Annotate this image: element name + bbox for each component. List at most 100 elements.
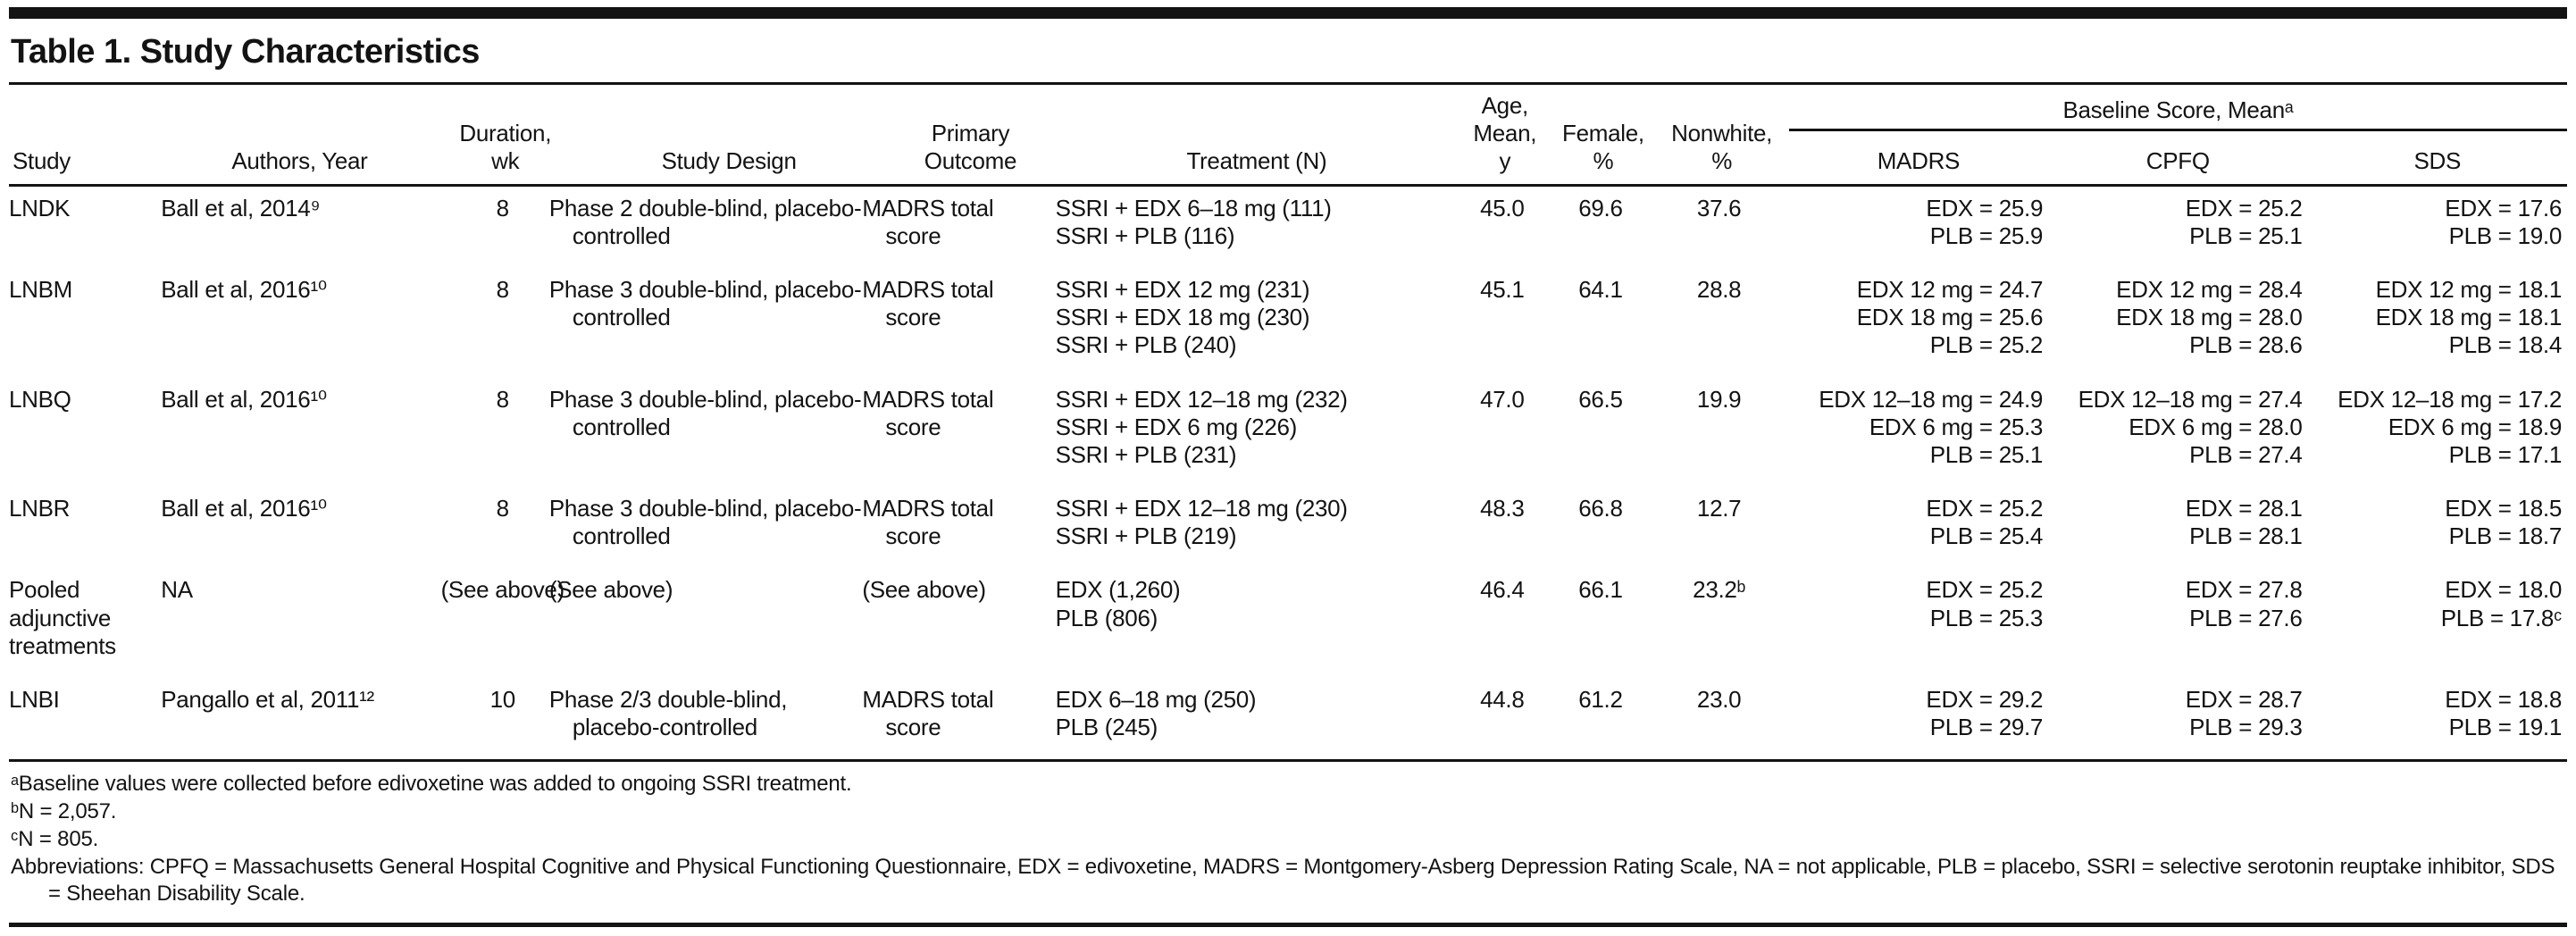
cell-outcome: (See above) bbox=[862, 576, 986, 604]
bottom-rule bbox=[9, 922, 2567, 927]
cell-study: LNBQ bbox=[9, 385, 71, 413]
cell-duration: 10 bbox=[438, 678, 573, 763]
cell-duration: (See above) bbox=[440, 576, 565, 604]
column-group-header-baseline-score: Baseline Score, Meanᵃ bbox=[1788, 85, 2567, 132]
cell-design: Phase 3 double-blind, placebo-controlled bbox=[548, 495, 862, 550]
cell-cpfq: EDX 12 mg = 28.4 EDX 18 mg = 28.0 PLB = … bbox=[2116, 275, 2303, 359]
cell-nonwhite: 37.6 bbox=[1696, 194, 1742, 221]
cell-madrs: EDX = 25.9 PLB = 25.9 bbox=[1926, 194, 2044, 249]
cell-authors: Ball et al, 2016¹⁰ bbox=[161, 385, 327, 413]
cell-nonwhite: 19.9 bbox=[1696, 385, 1742, 413]
cell-female: 61.2 bbox=[1551, 678, 1655, 763]
cell-female: 64.1 bbox=[1578, 275, 1623, 303]
cell-female: 69.6 bbox=[1578, 194, 1623, 221]
table-row: LNBR Ball et al, 2016¹⁰ 8 Phase 3 double… bbox=[9, 487, 2567, 568]
table-row: LNBM Ball et al, 2016¹⁰ 8 Phase 3 double… bbox=[9, 268, 2567, 378]
cell-design: Phase 2 double-blind, placebo-controlled bbox=[548, 194, 862, 249]
cell-madrs: EDX = 25.2 PLB = 25.4 bbox=[1926, 495, 2044, 550]
cell-authors: Ball et al, 2014⁹ bbox=[161, 194, 321, 221]
cell-nonwhite: 23.2ᵇ bbox=[1693, 576, 1746, 604]
footnote-b: ᵇN = 2,057. bbox=[11, 799, 117, 824]
table-body: LNDK Ball et al, 2014⁹ 8 Phase 2 double-… bbox=[9, 185, 2567, 763]
cell-madrs: EDX 12–18 mg = 24.9 EDX 6 mg = 25.3 PLB … bbox=[1819, 385, 2044, 468]
cell-nonwhite: 12.7 bbox=[1696, 495, 1742, 522]
column-header-nonwhite: Nonwhite, % bbox=[1654, 85, 1789, 187]
footnote-c: ᶜN = 805. bbox=[11, 826, 99, 851]
cell-outcome: MADRS total score bbox=[862, 495, 994, 550]
column-header-primary-outcome: Primary Outcome bbox=[885, 85, 1056, 187]
cell-outcome: MADRS total score bbox=[862, 678, 1056, 763]
cell-madrs: EDX = 25.2 PLB = 25.3 bbox=[1926, 576, 2044, 631]
column-header-cpfq: CPFQ bbox=[2048, 130, 2308, 187]
cell-age: 45.0 bbox=[1480, 194, 1525, 221]
cell-duration: 8 bbox=[496, 495, 509, 522]
cell-duration: 8 bbox=[496, 385, 509, 413]
cell-nonwhite: 23.0 bbox=[1654, 678, 1789, 763]
column-header-treatment: Treatment (N) bbox=[1055, 85, 1459, 187]
cell-design: (See above) bbox=[548, 576, 673, 604]
table-row: LNBQ Ball et al, 2016¹⁰ 8 Phase 3 double… bbox=[9, 378, 2567, 488]
cell-age: 46.4 bbox=[1480, 576, 1525, 604]
cell-study: LNBM bbox=[9, 275, 73, 303]
cell-sds: EDX = 18.8 PLB = 19.1 bbox=[2307, 678, 2567, 763]
cell-treatment: SSRI + EDX 12 mg (231) SSRI + EDX 18 mg … bbox=[1055, 275, 1310, 359]
column-header-age: Age, Mean, y bbox=[1458, 85, 1552, 187]
table-title: Table 1. Study Characteristics bbox=[9, 19, 2567, 85]
cell-study: LNBR bbox=[9, 495, 71, 522]
study-characteristics-table: Study Authors, Year Duration, wk Study D… bbox=[9, 85, 2567, 763]
cell-authors: Pangallo et al, 2011¹² bbox=[161, 678, 439, 763]
column-header-madrs: MADRS bbox=[1788, 130, 2049, 187]
cell-sds: EDX = 17.6 PLB = 19.0 bbox=[2445, 194, 2562, 249]
table-row: Pooled adjunctive treatments NA (See abo… bbox=[9, 568, 2567, 678]
cell-authors: NA bbox=[161, 576, 193, 604]
header-row-sub: MADRS CPFQ SDS bbox=[9, 130, 2567, 187]
cell-outcome: MADRS total score bbox=[862, 194, 994, 249]
table-header: Study Authors, Year Duration, wk Study D… bbox=[9, 85, 2567, 187]
cell-age: 48.3 bbox=[1480, 495, 1525, 522]
cell-study: Pooled adjunctive treatments bbox=[9, 576, 116, 659]
cell-study: LNDK bbox=[9, 194, 71, 221]
cell-cpfq: EDX = 27.8 PLB = 27.6 bbox=[2185, 576, 2303, 631]
cell-treatment: SSRI + EDX 12–18 mg (232) SSRI + EDX 6 m… bbox=[1055, 385, 1348, 468]
cell-duration: 8 bbox=[496, 194, 509, 221]
column-header-duration: Duration, wk bbox=[438, 85, 573, 187]
cell-outcome: MADRS total score bbox=[862, 385, 994, 440]
cell-design: Phase 2/3 double-blind, placebo-controll… bbox=[549, 678, 886, 763]
column-header-study-design: Study Design bbox=[572, 85, 886, 187]
column-header-sds: SDS bbox=[2307, 130, 2567, 187]
footnote-a: ᵃBaseline values were collected before e… bbox=[11, 772, 852, 797]
cell-design: Phase 3 double-blind, placebo-controlled bbox=[548, 275, 862, 331]
cell-madrs: EDX 12 mg = 24.7 EDX 18 mg = 25.6 PLB = … bbox=[1856, 275, 2044, 359]
cell-female: 66.8 bbox=[1578, 495, 1623, 522]
cell-madrs: EDX = 29.2 PLB = 29.7 bbox=[1788, 678, 2049, 763]
column-header-study: Study bbox=[9, 85, 162, 187]
cell-authors: Ball et al, 2016¹⁰ bbox=[161, 275, 327, 303]
cell-treatment: SSRI + EDX 12–18 mg (230) SSRI + PLB (21… bbox=[1055, 495, 1348, 550]
cell-age: 45.1 bbox=[1480, 275, 1525, 303]
cell-study: LNBI bbox=[9, 678, 162, 763]
table-row: LNDK Ball et al, 2014⁹ 8 Phase 2 double-… bbox=[9, 185, 2567, 268]
column-header-authors-year: Authors, Year bbox=[161, 85, 439, 187]
cell-duration: 8 bbox=[496, 275, 509, 303]
cell-treatment: EDX 6–18 mg (250) PLB (245) bbox=[1055, 678, 1459, 763]
top-rule bbox=[9, 7, 2567, 19]
cell-female: 66.1 bbox=[1578, 576, 1623, 604]
cell-sds: EDX = 18.0 PLB = 17.8ᶜ bbox=[2440, 576, 2563, 631]
cell-design: Phase 3 double-blind, placebo-controlled bbox=[548, 385, 862, 440]
cell-cpfq: EDX = 28.7 PLB = 29.3 bbox=[2048, 678, 2308, 763]
cell-outcome: MADRS total score bbox=[862, 275, 994, 331]
cell-nonwhite: 28.8 bbox=[1696, 275, 1742, 303]
cell-sds: EDX 12–18 mg = 17.2 EDX 6 mg = 18.9 PLB … bbox=[2338, 385, 2562, 468]
cell-age: 44.8 bbox=[1458, 678, 1552, 763]
cell-treatment: SSRI + EDX 6–18 mg (111) SSRI + PLB (116… bbox=[1055, 194, 1332, 249]
cell-female: 66.5 bbox=[1578, 385, 1623, 413]
cell-authors: Ball et al, 2016¹⁰ bbox=[161, 495, 327, 522]
header-row-top: Study Authors, Year Duration, wk Study D… bbox=[9, 85, 2567, 187]
table-footnotes: ᵃBaseline values were collected before e… bbox=[9, 762, 2567, 923]
cell-sds: EDX = 18.5 PLB = 18.7 bbox=[2445, 495, 2562, 550]
cell-age: 47.0 bbox=[1480, 385, 1525, 413]
cell-cpfq: EDX 12–18 mg = 27.4 EDX 6 mg = 28.0 PLB … bbox=[2078, 385, 2303, 468]
table-row: LNBI Pangallo et al, 2011¹² 10 Phase 2/3… bbox=[9, 678, 2567, 763]
cell-cpfq: EDX = 25.2 PLB = 25.1 bbox=[2185, 194, 2303, 249]
